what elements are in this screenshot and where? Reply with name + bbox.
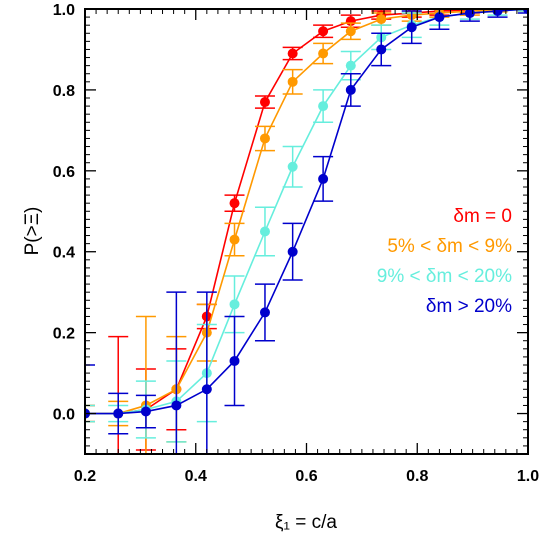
data-point bbox=[287, 161, 298, 172]
data-point bbox=[229, 198, 240, 209]
x-axis-title: ξ₁ = c/a bbox=[275, 512, 337, 533]
series-3 bbox=[85, 9, 528, 454]
data-point bbox=[318, 26, 329, 37]
data-point bbox=[287, 76, 298, 87]
data-point bbox=[287, 48, 298, 59]
series-line bbox=[85, 9, 528, 415]
series-line bbox=[85, 9, 528, 415]
data-point bbox=[140, 406, 151, 417]
data-point bbox=[523, 9, 528, 14]
data-point bbox=[345, 26, 356, 37]
series-layer bbox=[85, 9, 528, 454]
data-point bbox=[318, 101, 329, 112]
data-point bbox=[376, 44, 387, 55]
ticks-layer bbox=[84, 8, 529, 454]
series-line bbox=[85, 9, 528, 415]
data-point bbox=[229, 234, 240, 245]
data-point bbox=[259, 133, 270, 144]
data-point bbox=[434, 12, 445, 23]
data-point bbox=[345, 84, 356, 95]
labels-layer: 0.2 0.4 0.6 0.8 1.0 0.0 0.2 0.4 0.6 0.8 1.0 bbox=[53, 2, 539, 485]
legend-entry: δm = 0 bbox=[453, 206, 512, 227]
data-point bbox=[259, 307, 270, 318]
data-point bbox=[229, 355, 240, 366]
x-tick-label: 0.6 bbox=[295, 468, 317, 485]
data-point bbox=[318, 48, 329, 59]
legend-entry: δm > 20% bbox=[426, 296, 512, 317]
legend-entry: 9% < δm < 20% bbox=[377, 266, 512, 287]
y-tick-label: 0.0 bbox=[53, 407, 75, 424]
data-point bbox=[287, 246, 298, 257]
x-tick-label: 0.8 bbox=[406, 468, 428, 485]
data-point bbox=[229, 299, 240, 310]
y-tick-label: 0.4 bbox=[53, 245, 75, 262]
y-tick-label: 1.0 bbox=[53, 2, 75, 19]
data-point bbox=[406, 22, 417, 33]
x-tick-label: 0.2 bbox=[74, 468, 96, 485]
y-tick-label: 0.2 bbox=[53, 326, 75, 343]
series-clip-group bbox=[85, 9, 528, 454]
data-point bbox=[376, 14, 387, 25]
data-point bbox=[492, 9, 503, 17]
y-tick-label: 0.6 bbox=[53, 164, 75, 181]
plot-frame bbox=[84, 8, 529, 455]
data-point bbox=[113, 408, 124, 419]
x-tick-label: 0.4 bbox=[185, 468, 207, 485]
data-point bbox=[201, 384, 212, 395]
legend: δm = 0 5% < δm < 9% 9% < δm < 20% δm > 20% bbox=[377, 206, 512, 317]
data-point bbox=[171, 400, 182, 411]
y-tick-label: 0.8 bbox=[53, 83, 75, 100]
legend-entry: 5% < δm < 9% bbox=[387, 236, 512, 257]
data-point bbox=[318, 173, 329, 184]
y-axis-title: P(>Ξ) bbox=[22, 207, 43, 256]
data-point bbox=[345, 60, 356, 71]
x-tick-label: 1.0 bbox=[517, 468, 539, 485]
data-point bbox=[259, 226, 270, 237]
data-point bbox=[259, 97, 270, 108]
